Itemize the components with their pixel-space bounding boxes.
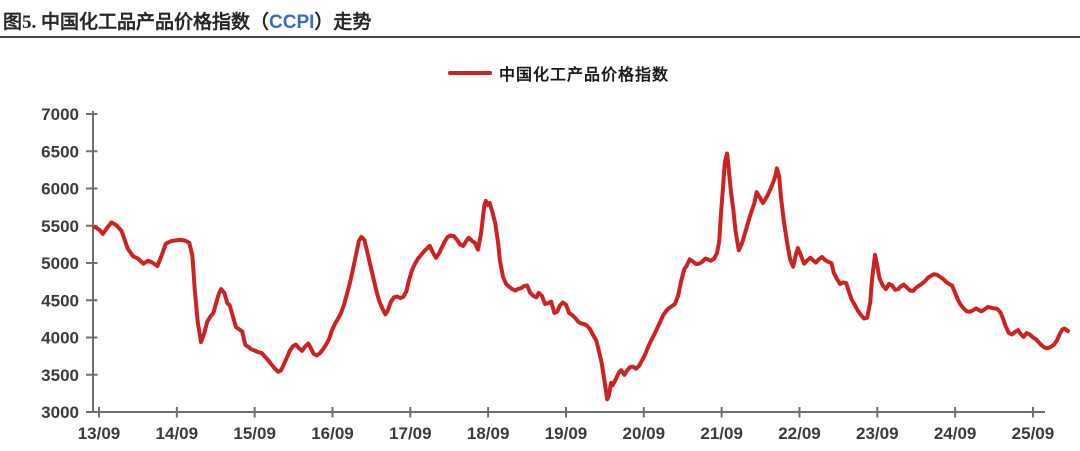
legend-line-swatch <box>448 71 492 75</box>
x-tick-label: 15/09 <box>233 424 276 443</box>
x-tick-label: 19/09 <box>545 424 588 443</box>
y-tick-label: 5500 <box>41 217 79 236</box>
y-tick-label: 6500 <box>41 142 79 161</box>
x-tick-label: 22/09 <box>778 424 821 443</box>
x-tick-label: 18/09 <box>467 424 510 443</box>
x-tick-label: 23/09 <box>856 424 899 443</box>
figure-title: 图5. 中国化工品产品价格指数（CCPI）走势 <box>3 7 371 34</box>
ccpi-series-line <box>93 151 1070 402</box>
x-tick-label: 16/09 <box>311 424 354 443</box>
x-tick-label: 14/09 <box>156 424 199 443</box>
x-tick-label: 13/09 <box>78 424 121 443</box>
y-tick-label: 7000 <box>41 105 79 124</box>
figure-title-prefix: 图5. 中国化工品产品价格指数（ <box>3 12 270 33</box>
y-tick-label: 4500 <box>41 291 79 310</box>
x-tick-label: 20/09 <box>623 424 666 443</box>
x-tick-label: 21/09 <box>700 424 743 443</box>
y-tick-label: 5000 <box>41 254 79 273</box>
y-tick-label: 6000 <box>41 180 79 199</box>
x-tick-label: 25/09 <box>1012 424 1055 443</box>
chart-legend: 中国化工产品价格指数 <box>448 62 669 84</box>
figure-title-accent: CCPI <box>269 12 315 33</box>
legend-label: 中国化工产品价格指数 <box>499 67 670 84</box>
figure-title-suffix: ）走势 <box>314 12 372 33</box>
x-tick-label: 24/09 <box>934 424 977 443</box>
title-underline <box>0 36 1080 38</box>
y-tick-label: 3500 <box>41 366 79 385</box>
y-tick-label: 3000 <box>41 403 79 422</box>
x-tick-label: 17/09 <box>389 424 432 443</box>
y-tick-label: 4000 <box>41 329 79 348</box>
